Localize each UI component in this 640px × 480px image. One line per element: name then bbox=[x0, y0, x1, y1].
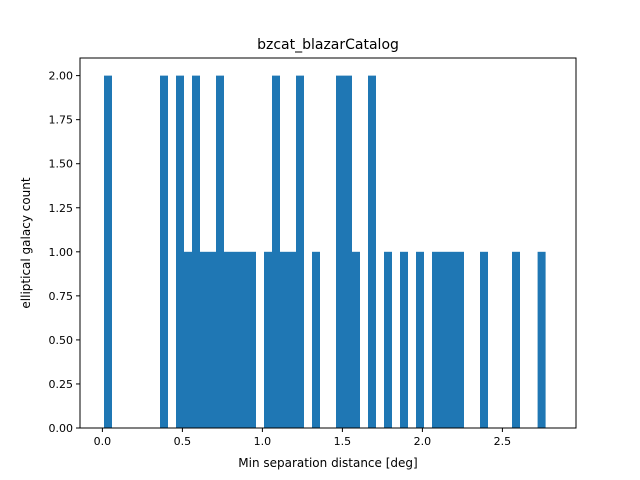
x-tick-label-4: 2.0 bbox=[414, 435, 432, 448]
histogram-bar-5 bbox=[200, 251, 208, 428]
histogram-bar-25 bbox=[432, 251, 440, 428]
histogram-bar-14 bbox=[280, 251, 288, 428]
chart-title: bzcat_blazarCatalog bbox=[257, 37, 399, 53]
x-axis-label: Min separation distance [deg] bbox=[238, 456, 417, 470]
histogram-bar-2 bbox=[176, 75, 184, 429]
histogram-bar-15 bbox=[288, 251, 296, 428]
histogram-bars bbox=[104, 75, 546, 429]
x-tick-label-0: 0.0 bbox=[94, 435, 112, 448]
histogram-bar-18 bbox=[336, 75, 344, 429]
x-tick-label-3: 1.5 bbox=[334, 435, 352, 448]
y-tick-label-1: 0.25 bbox=[49, 378, 74, 391]
histogram-bar-10 bbox=[240, 251, 248, 428]
histogram-bar-19 bbox=[344, 75, 352, 429]
histogram-bar-4 bbox=[192, 75, 200, 429]
histogram-bar-12 bbox=[264, 251, 272, 428]
histogram-bar-26 bbox=[440, 251, 448, 428]
y-tick-label-5: 1.25 bbox=[49, 202, 74, 215]
y-tick-label-7: 1.75 bbox=[49, 114, 74, 127]
y-axis-label: elliptical galacy count bbox=[19, 177, 33, 308]
histogram-bar-20 bbox=[352, 251, 360, 428]
histogram-bar-17 bbox=[312, 251, 320, 428]
y-tick-label-0: 0.00 bbox=[49, 422, 74, 435]
histogram-bar-16 bbox=[296, 75, 304, 429]
histogram-bar-23 bbox=[400, 251, 408, 428]
plot-frame bbox=[79, 57, 577, 429]
histogram-bar-24 bbox=[416, 251, 424, 428]
x-axis-ticks: 0.0 0.5 1.0 1.5 2.0 2.5 bbox=[94, 428, 511, 448]
x-tick-label-2: 1.0 bbox=[254, 435, 272, 448]
histogram-bar-6 bbox=[208, 251, 216, 428]
histogram-bar-27 bbox=[448, 251, 456, 428]
histogram-bar-31 bbox=[537, 251, 546, 428]
x-tick-label-5: 2.5 bbox=[494, 435, 512, 448]
histogram-bar-8 bbox=[224, 251, 232, 428]
histogram-bar-0 bbox=[104, 75, 112, 429]
histogram-bar-13 bbox=[272, 75, 280, 429]
histogram-bar-28 bbox=[456, 251, 464, 428]
y-tick-label-6: 1.50 bbox=[49, 158, 74, 171]
histogram-bar-22 bbox=[384, 251, 392, 428]
histogram-bar-7 bbox=[216, 75, 224, 429]
y-axis-ticks: 0.00 0.25 0.50 0.75 1.00 1.25 1.50 1.75 2.00 bbox=[49, 70, 80, 435]
y-tick-label-8: 2.00 bbox=[49, 70, 74, 83]
histogram-bar-1 bbox=[160, 75, 168, 429]
histogram-bar-11 bbox=[248, 251, 256, 428]
y-tick-label-3: 0.75 bbox=[49, 290, 74, 303]
histogram-bar-3 bbox=[184, 251, 192, 428]
histogram-bar-30 bbox=[512, 251, 520, 428]
y-tick-label-4: 1.00 bbox=[49, 246, 74, 259]
histogram-bar-9 bbox=[232, 251, 240, 428]
y-tick-label-2: 0.50 bbox=[49, 334, 74, 347]
histogram-bar-29 bbox=[480, 251, 488, 428]
x-tick-label-1: 0.5 bbox=[174, 435, 192, 448]
histogram-bar-21 bbox=[368, 75, 376, 429]
